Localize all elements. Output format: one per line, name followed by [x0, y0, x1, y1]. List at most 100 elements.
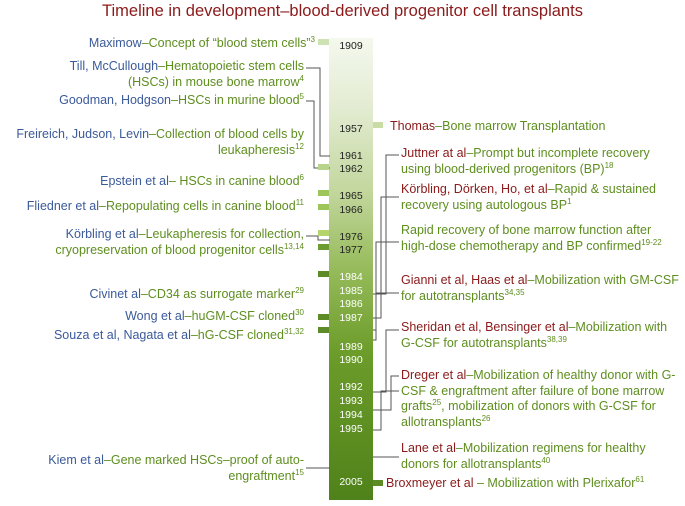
- event-ref: 26: [481, 413, 491, 423]
- event-label-kiem: Kiem et al–Gene marked HSCs–proof of aut…: [0, 453, 304, 484]
- tick-1966: [318, 204, 329, 210]
- event-ref: 3: [310, 34, 315, 44]
- event-label-wong: Wong et al–huGM-CSF cloned30: [0, 307, 304, 325]
- leader-dreger-b: [373, 390, 399, 431]
- event-ref: 6: [299, 172, 304, 182]
- event-label-till: Till, McCullough–Hematopoietic stem cell…: [30, 59, 304, 90]
- event-text: – HSCs in canine blood: [168, 174, 300, 188]
- event-label-freireich: Freireich, Judson, Levin–Collection of b…: [0, 127, 304, 158]
- leader-juttner: [373, 154, 399, 295]
- event-label-maximow: Maximow–Concept of “blood stem cells”3: [0, 34, 315, 52]
- year-label: 1965: [339, 190, 363, 202]
- event-author: Epstein et al: [100, 174, 169, 188]
- event-ref: 31,32: [283, 326, 304, 336]
- event-label-broxmeyer: Broxmeyer et al – Mobilization with Pler…: [386, 474, 682, 492]
- event-ref: 30: [295, 307, 304, 317]
- event-label-fliedner: Fliedner et al–Repopulating cells in can…: [0, 197, 304, 215]
- figure-title: Timeline in development–blood-derived pr…: [102, 2, 583, 20]
- year-label: 1962: [339, 163, 363, 175]
- year-label: 1984: [339, 271, 363, 283]
- event-text: –CD34 as surrogate marker: [140, 287, 296, 301]
- event-ref: 29: [295, 285, 304, 295]
- leader-till: [306, 67, 330, 157]
- year-label: 1976: [339, 231, 363, 243]
- event-text: –Mobilization with G-CSF for autotranspl…: [401, 320, 668, 350]
- tick-1976: [318, 230, 329, 236]
- tick-1985: [318, 314, 329, 320]
- event-text: –Gene marked HSCs–proof of auto-engraftm…: [103, 453, 304, 483]
- event-label-korbling-right: Körbling, Dörken, Ho, et al–Rapid & sust…: [401, 182, 681, 213]
- year-label: 1986: [339, 298, 363, 310]
- event-author: Sheridan et al, Bensinger et al: [401, 320, 569, 334]
- event-text: –Hematopoietic stem cells (HSCs) in mous…: [127, 59, 304, 89]
- event-author: Juttner at al: [401, 146, 467, 160]
- event-text: –Prompt but incomplete recovery using bl…: [401, 146, 650, 176]
- tick-1984: [318, 271, 329, 277]
- event-text: –huGM-CSF cloned: [184, 309, 296, 323]
- event-text: – Mobilization with Plerixafor: [473, 476, 636, 490]
- event-label-thomas: Thomas–Bone marrow Transplantation: [390, 119, 682, 135]
- event-ref: 25: [432, 397, 442, 407]
- event-author: Till, McCullough: [69, 59, 159, 73]
- tick-2005: [373, 480, 383, 486]
- event-ref: 12: [295, 141, 304, 151]
- event-author: Wong et al: [125, 309, 185, 323]
- event-author: Goodman, Hodgson: [59, 93, 171, 107]
- event-ref: 61: [635, 474, 645, 484]
- year-label: 1961: [339, 150, 363, 162]
- year-label: 1985: [339, 285, 363, 297]
- event-ref: 5: [299, 91, 304, 101]
- event-text: –Leukapheresis for collection, cryoprese…: [55, 227, 304, 257]
- event-label-dreger: Dreger et al–Mobilization of healthy don…: [401, 368, 681, 430]
- event-label-juttner: Juttner at al–Prompt but incomplete reco…: [401, 146, 681, 177]
- event-ref: 34,35: [504, 287, 525, 297]
- event-author: Körbling et al: [65, 227, 139, 241]
- event-ref: 18: [604, 160, 614, 170]
- leader-goodman: [306, 100, 330, 169]
- event-ref: 40: [541, 455, 551, 465]
- event-label-lane: Lane et al–Mobilization regimens for hea…: [401, 441, 681, 472]
- leader-korbling-left: [306, 235, 330, 241]
- event-author: Broxmeyer et al: [386, 476, 474, 490]
- leader-rapid: [373, 241, 399, 331]
- event-label-souza: Souza et al, Nagata et al–hG-CSF cloned3…: [0, 326, 304, 344]
- event-ref: 4: [299, 73, 304, 83]
- event-ref: 13,14: [283, 241, 304, 251]
- event-author: Körbling, Dörken, Ho, et al: [401, 182, 548, 196]
- tick-1965: [318, 190, 329, 196]
- year-label: 1994: [339, 409, 363, 421]
- event-ref: 1: [567, 196, 572, 206]
- timeline-bar: [329, 38, 373, 500]
- event-label-korbling-left: Körbling et al–Leukapheresis for collect…: [0, 227, 304, 258]
- event-text: Rapid recovery of bone marrow function a…: [401, 223, 652, 253]
- leader-korbling-right: [373, 196, 399, 319]
- year-label: 2005: [339, 476, 363, 488]
- event-author: Lane et al: [401, 441, 456, 455]
- event-author: Dreger et al: [401, 368, 467, 382]
- event-author: Gianni et al, Haas et al: [401, 273, 528, 287]
- tick-1986: [318, 327, 329, 333]
- leader-dreger-a: [373, 375, 399, 411]
- year-label: 1987: [339, 312, 363, 324]
- year-label: 1993: [339, 395, 363, 407]
- event-ref: 19-22: [641, 237, 662, 247]
- year-label: 1957: [339, 123, 363, 135]
- event-ref: 11: [295, 197, 304, 207]
- event-label-gianni: Gianni et al, Haas et al–Mobilization wi…: [401, 273, 681, 304]
- event-text: , mobilization of donors with G-CSF for …: [401, 399, 656, 429]
- year-label: 1909: [339, 40, 363, 52]
- event-text: –Mobilization of healthy donor with G-CS…: [401, 368, 676, 413]
- event-author: Maximow: [88, 36, 142, 50]
- tick-1909: [318, 39, 329, 45]
- event-text: –Rapid & sustained recovery using autolo…: [401, 182, 657, 212]
- event-text: –hG-CSF cloned: [190, 328, 284, 342]
- event-ref: 38,39: [546, 334, 567, 344]
- year-label: 1995: [339, 423, 363, 435]
- tick-1977: [318, 244, 329, 250]
- event-text: –Concept of “blood stem cells”: [141, 36, 311, 50]
- event-label-epstein: Epstein et al– HSCs in canine blood6: [0, 172, 304, 190]
- event-label-goodman: Goodman, Hodgson–HSCs in murine blood5: [0, 91, 304, 109]
- event-ref: 15: [295, 467, 304, 477]
- event-text: –Bone marrow Transplantation: [435, 119, 606, 133]
